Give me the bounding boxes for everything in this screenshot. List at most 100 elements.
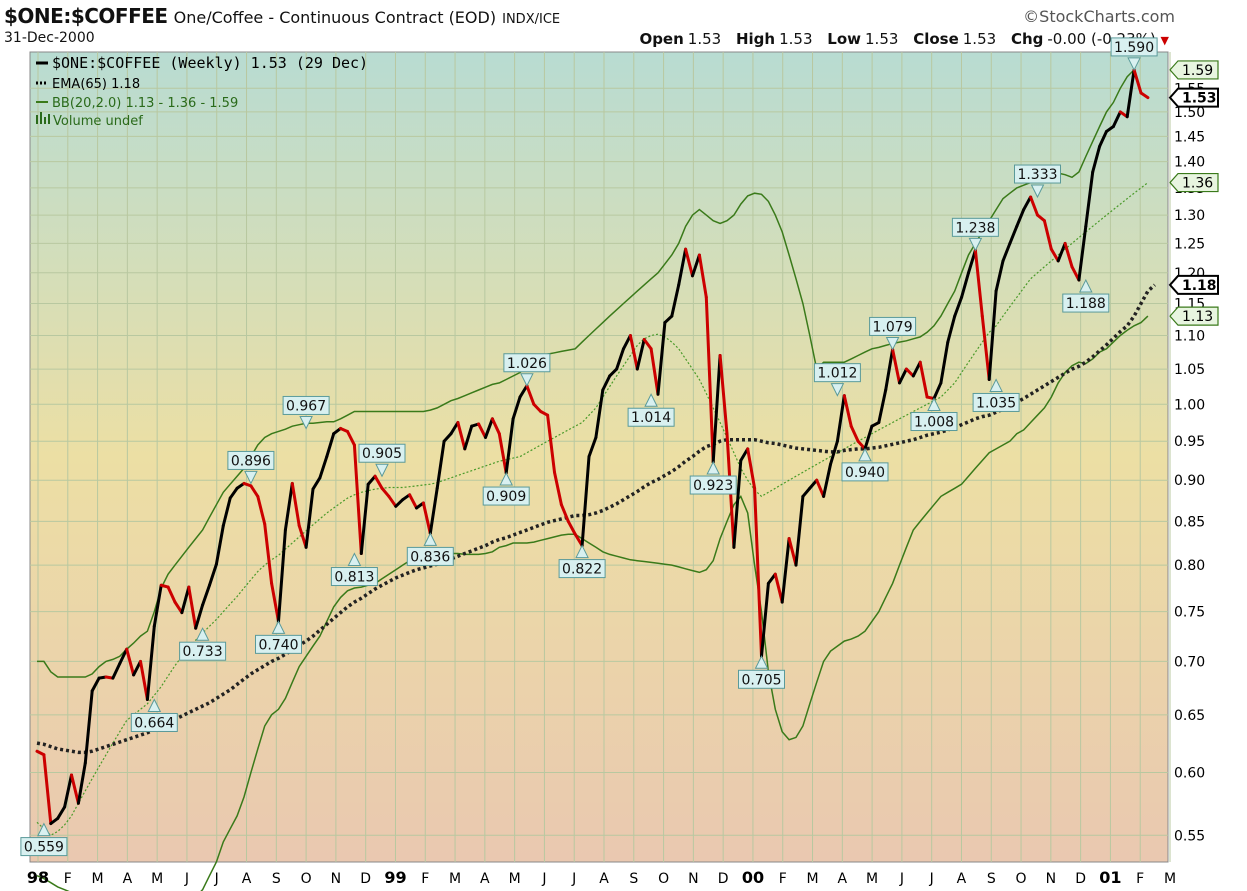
- price-segment: [753, 486, 763, 658]
- price-segment: [863, 424, 874, 451]
- price-annotation: 0.664: [130, 698, 178, 732]
- price-segment: [1015, 208, 1026, 228]
- price-segment: [497, 432, 508, 475]
- bollinger-bands: [36, 69, 1149, 891]
- legend-ema: EMA(65) 1.18: [52, 77, 140, 92]
- price-segment: [139, 659, 149, 701]
- x-tick-label: F: [779, 871, 787, 887]
- right-axis-tag: 1.59: [1169, 60, 1219, 80]
- y-tick-label: 1.10: [1174, 329, 1205, 345]
- price-segment: [877, 388, 888, 425]
- price-segment: [932, 381, 943, 401]
- svg-text:0.836: 0.836: [410, 549, 450, 565]
- x-tick-label: F: [1136, 871, 1144, 887]
- price-segment: [615, 347, 625, 371]
- price-segment: [815, 478, 826, 498]
- x-tick-label: O: [1016, 871, 1027, 887]
- close-value: 1.53: [962, 30, 997, 48]
- price-segment: [718, 353, 729, 436]
- x-tick-label: 01: [1099, 868, 1121, 887]
- price-segment: [1125, 68, 1136, 119]
- right-axis-tag: 1.36: [1169, 172, 1219, 193]
- x-tick-label: J: [899, 871, 904, 887]
- price-segment: [656, 321, 667, 396]
- svg-text:1.36: 1.36: [1182, 176, 1213, 192]
- price-segment: [980, 314, 991, 381]
- x-tick-label: M: [151, 871, 163, 887]
- price-segment: [504, 417, 515, 475]
- svg-text:1.079: 1.079: [873, 319, 913, 335]
- bb-upper-line: [37, 69, 1135, 678]
- price-segment: [1098, 129, 1108, 148]
- price-segment: [484, 417, 494, 439]
- price-segment: [442, 432, 453, 443]
- x-tick-label: F: [421, 871, 429, 887]
- high-label: High: [735, 30, 776, 48]
- x-tick-label: J: [571, 871, 576, 887]
- price-segment: [173, 600, 184, 615]
- price-segment: [456, 421, 467, 451]
- price-segment: [642, 337, 653, 351]
- price-segment: [635, 337, 646, 371]
- price-segment: [732, 458, 743, 549]
- y-tick-label: 1.50: [1174, 105, 1205, 121]
- price-annotation: 1.238: [951, 217, 999, 252]
- svg-text:1.008: 1.008: [914, 415, 954, 431]
- price-annotation: 1.590: [1110, 37, 1158, 72]
- x-tick-label: M: [509, 871, 521, 887]
- price-segment: [1077, 224, 1088, 282]
- brand-logo[interactable]: ©StockCharts.com: [1023, 7, 1175, 26]
- price-segment: [125, 647, 136, 677]
- price-segment: [76, 761, 87, 805]
- x-tick-label: A: [123, 871, 133, 887]
- price-segment: [1132, 68, 1143, 95]
- price-segment: [994, 259, 1005, 293]
- price-segment: [559, 503, 570, 523]
- svg-text:0.733: 0.733: [183, 644, 223, 660]
- x-tick-label: 98: [27, 868, 49, 887]
- svg-text:1.026: 1.026: [507, 356, 547, 372]
- legend: $ONE:$COFFEE (Weekly) 1.53 (29 Dec) EMA(…: [36, 54, 368, 129]
- price-segment: [525, 384, 536, 406]
- x-tick-label: M: [1164, 871, 1176, 887]
- price-segment: [829, 439, 839, 466]
- x-tick-label: S: [272, 871, 281, 887]
- price-segment: [346, 429, 356, 447]
- price-segment: [187, 585, 198, 630]
- price-segment: [835, 394, 846, 443]
- price-segment: [214, 524, 225, 566]
- price-segment: [953, 295, 964, 318]
- price-segment: [939, 340, 950, 385]
- price-segment: [532, 402, 543, 414]
- price-segment: [1001, 241, 1012, 263]
- chart-title: $ONE:$COFFEE One/Coffee - Continuous Con…: [4, 4, 560, 28]
- legend-price: $ONE:$COFFEE (Weekly) 1.53 (29 Dec): [52, 54, 368, 72]
- price-segment: [449, 421, 460, 436]
- price-annotation: 1.026: [503, 353, 551, 387]
- price-segment: [277, 528, 287, 623]
- ema-line: [36, 283, 1156, 755]
- x-tick-label: F: [64, 871, 72, 887]
- x-tick-label: O: [658, 871, 669, 887]
- price-segment: [311, 476, 322, 491]
- chart-date: 31-Dec-2000: [4, 30, 95, 46]
- price-segment: [263, 522, 274, 585]
- price-annotations: 0.559 0.664 0.733 0.896 0.740 0.967 0.813 0.905…: [20, 37, 1158, 857]
- y-tick-label: 0.60: [1174, 766, 1205, 782]
- price-annotation: 0.836: [406, 532, 454, 566]
- price-segment: [587, 435, 598, 459]
- svg-text:1.13: 1.13: [1182, 309, 1213, 325]
- x-tick-label: M: [866, 871, 878, 887]
- svg-text:1.590: 1.590: [1114, 40, 1154, 56]
- price-segment: [684, 247, 694, 278]
- y-tick-label: 1.45: [1174, 129, 1205, 145]
- x-tick-label: A: [480, 871, 490, 887]
- price-segment: [746, 447, 757, 490]
- price-segment: [1049, 247, 1060, 263]
- price-segment: [677, 247, 688, 287]
- price-segment: [1022, 195, 1033, 212]
- svg-text:1.59: 1.59: [1182, 63, 1213, 79]
- x-tick-label: 00: [742, 868, 764, 887]
- price-annotation: 0.909: [482, 471, 530, 506]
